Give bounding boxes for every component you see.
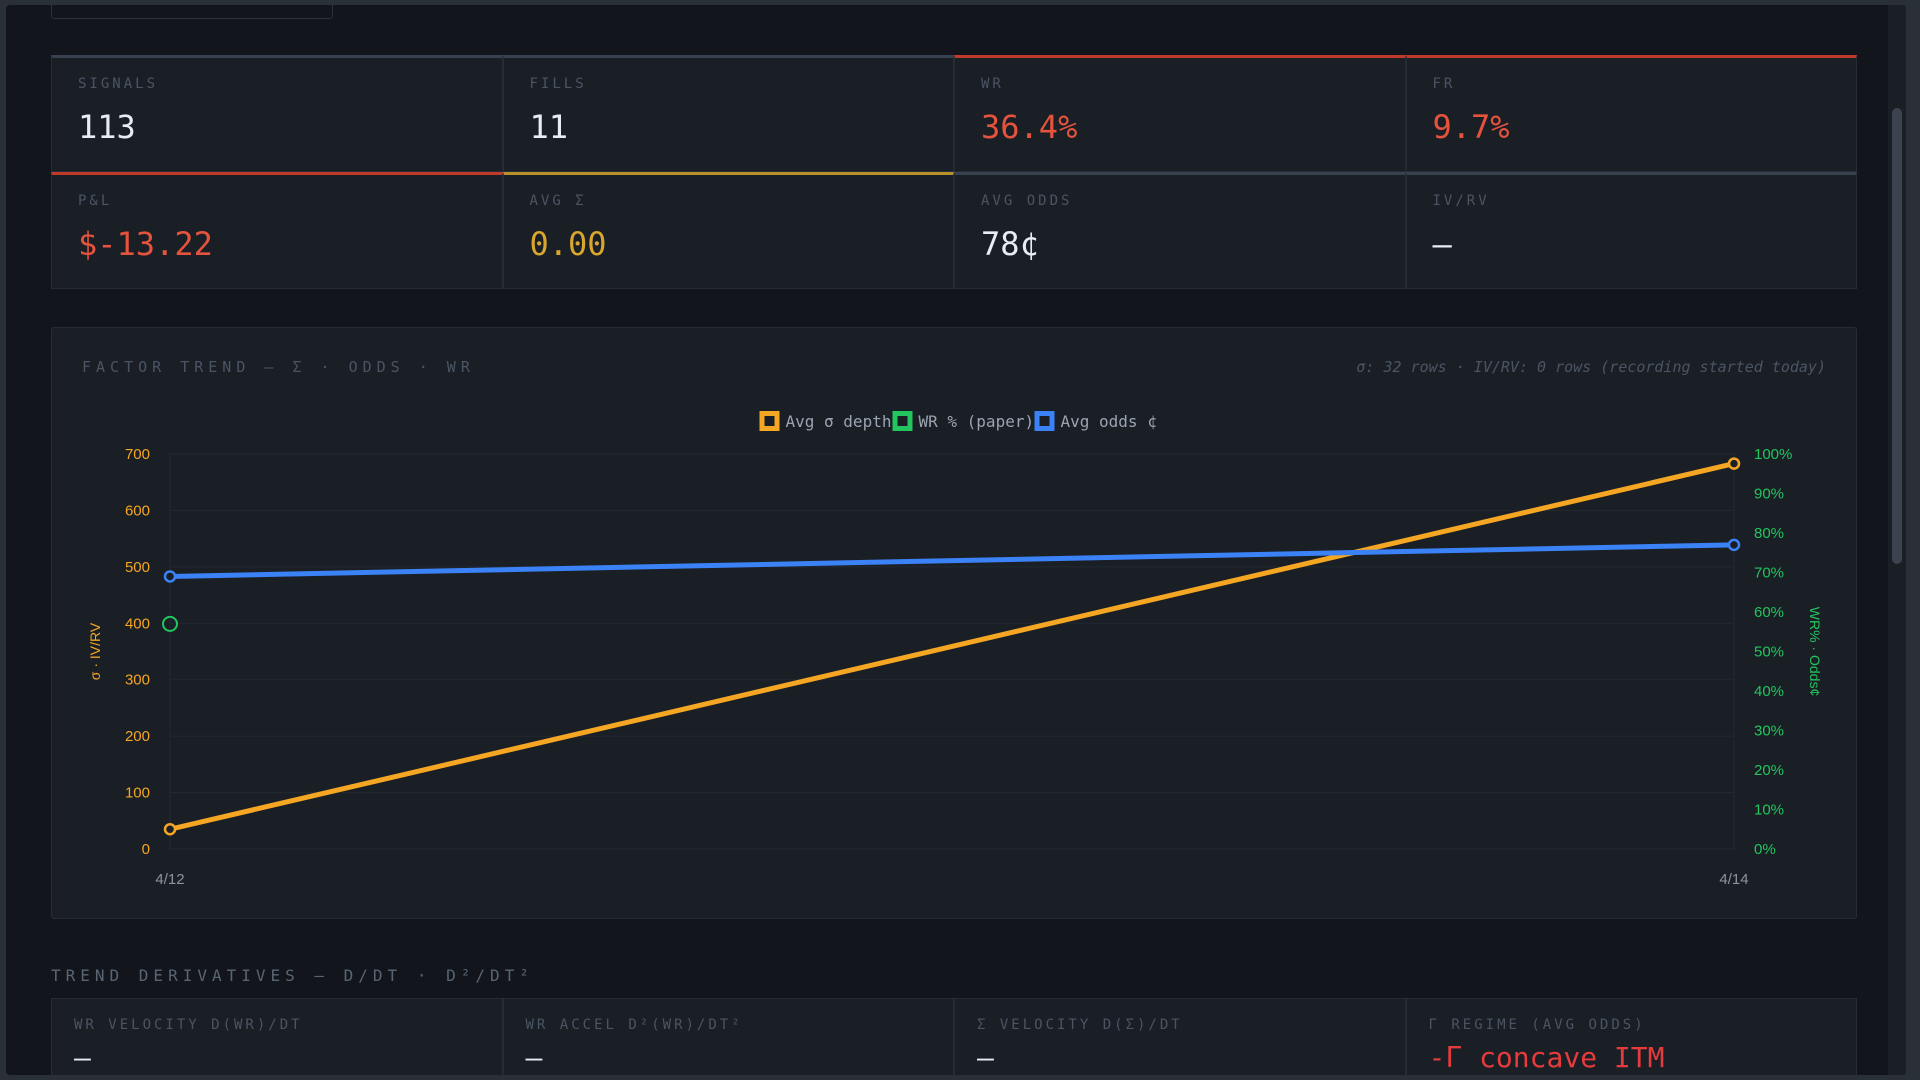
left-tick-label: 300 [125, 672, 150, 689]
legend-swatch-inner [897, 416, 908, 426]
chart-title: FACTOR TREND — Σ · ODDS · WR [82, 358, 475, 376]
deriv-label: WR ACCEL D²(WR)/DT² [525, 1017, 743, 1033]
stats-grid: SIGNALS 113 FILLS 11 WR 36.4% FR 9.7% P&… [51, 55, 1857, 289]
right-tick-label: 10% [1754, 802, 1784, 819]
left-tick-label: 200 [125, 728, 150, 745]
left-tick-label: 100 [125, 785, 150, 802]
deriv-value: -Γ concave ITM [1428, 1041, 1665, 1074]
stat-value: 11 [529, 108, 569, 146]
data-point-avg-odds [1727, 538, 1741, 552]
chart-note: σ: 32 rows · IV/RV: 0 rows (recording st… [1356, 358, 1826, 376]
stat-label: FILLS [529, 76, 587, 92]
data-point-avg-odds [163, 570, 177, 583]
stat-value: 36.4% [981, 108, 1078, 146]
stat-value: 0.00 [529, 225, 607, 263]
stat-avg-sigma: AVG Σ 0.00 [502, 172, 954, 289]
factor-trend-chart: 700 600 500 400 300 200 100 0 100% 90% 80% 70% 60% 50… [87, 411, 1823, 888]
stat-signals: SIGNALS 113 [51, 55, 503, 172]
series-line-avg-odds [169, 542, 1735, 579]
right-tick-label: 50% [1754, 644, 1784, 661]
stat-wr: WR 36.4% [954, 55, 1406, 172]
derivatives-grid: WR VELOCITY D(WR)/DT — WR ACCEL D²(WR)/D… [51, 998, 1857, 1075]
stat-label: WR [981, 76, 1004, 92]
dashboard-window: SIGNALS 113 FILLS 11 WR 36.4% FR 9.7% P&… [6, 5, 1906, 1075]
x-tick-label: 4/14 [1719, 871, 1748, 888]
right-tick-label: 20% [1754, 762, 1784, 779]
stat-label: P&L [78, 193, 113, 209]
data-point-wr-paper [162, 615, 178, 632]
right-tick-label: 90% [1754, 486, 1784, 503]
left-axis-label: σ · IV/RV [87, 622, 103, 680]
left-tick-label: 500 [125, 559, 150, 576]
derivatives-title: TREND DERIVATIVES — D/DT · D²/DT² [51, 966, 534, 985]
stat-fr: FR 9.7% [1405, 55, 1857, 172]
deriv-label: Σ VELOCITY D(Σ)/DT [977, 1017, 1183, 1033]
deriv-gamma-regime: Γ REGIME (AVG ODDS) -Γ concave ITM [1405, 998, 1857, 1075]
left-tick-label: 700 [125, 446, 150, 463]
stat-pnl: P&L $-13.22 [51, 172, 503, 289]
deriv-sigma-velocity: Σ VELOCITY D(Σ)/DT — [954, 998, 1406, 1075]
stat-label: AVG Σ [529, 193, 587, 209]
deriv-value: — [74, 1041, 91, 1074]
deriv-wr-accel: WR ACCEL D²(WR)/DT² — [502, 998, 954, 1075]
stat-value: $-13.22 [78, 225, 213, 263]
stat-avg-odds: AVG ODDS 78¢ [954, 172, 1406, 289]
right-tick-label: 40% [1754, 683, 1784, 700]
left-tick-label: 400 [125, 615, 150, 632]
right-tick-label: 70% [1754, 565, 1784, 582]
stat-value: — [1432, 225, 1452, 263]
factor-trend-card: FACTOR TREND — Σ · ODDS · WR σ: 32 rows … [51, 327, 1857, 919]
stat-value: 9.7% [1432, 108, 1510, 146]
scrollbar-thumb[interactable] [1892, 108, 1902, 564]
stat-label: IV/RV [1432, 193, 1490, 209]
top-control-stub[interactable] [51, 5, 333, 19]
stat-iv-rv: IV/RV — [1405, 172, 1857, 289]
right-tick-label: 0% [1754, 841, 1776, 858]
right-tick-label: 100% [1754, 446, 1792, 463]
stat-label: FR [1432, 76, 1456, 92]
right-tick-label: 60% [1754, 604, 1784, 621]
right-axis-label: WR% · Odds¢ [1807, 607, 1823, 696]
legend-label-wr-paper: WR % (paper) [919, 412, 1035, 431]
right-tick-label: 80% [1754, 525, 1784, 542]
deriv-value: — [525, 1041, 543, 1074]
stat-value: 113 [78, 108, 136, 146]
deriv-value: — [977, 1041, 994, 1074]
legend-label-avg-odds: Avg odds ¢ [1061, 412, 1157, 431]
series-line-avg-depth [169, 461, 1735, 832]
stat-value: 78¢ [981, 225, 1039, 263]
legend-swatch-inner [1039, 416, 1050, 426]
data-point-avg-depth [1727, 457, 1741, 470]
stat-label: SIGNALS [78, 76, 159, 92]
left-tick-label: 0 [142, 841, 150, 858]
legend-label-avg-depth: Avg σ depth [786, 412, 892, 431]
deriv-label: Γ REGIME (AVG ODDS) [1428, 1017, 1646, 1033]
stat-label: AVG ODDS [981, 193, 1073, 209]
data-point-avg-depth [163, 823, 177, 836]
deriv-label: WR VELOCITY D(WR)/DT [74, 1017, 303, 1033]
left-tick-label: 600 [125, 502, 150, 519]
stat-fills: FILLS 11 [502, 55, 954, 172]
legend-swatch-inner [764, 416, 775, 426]
deriv-wr-velocity: WR VELOCITY D(WR)/DT — [51, 998, 503, 1075]
vertical-scrollbar[interactable] [1888, 5, 1906, 1075]
x-tick-label: 4/12 [155, 871, 184, 888]
right-tick-label: 30% [1754, 723, 1784, 740]
